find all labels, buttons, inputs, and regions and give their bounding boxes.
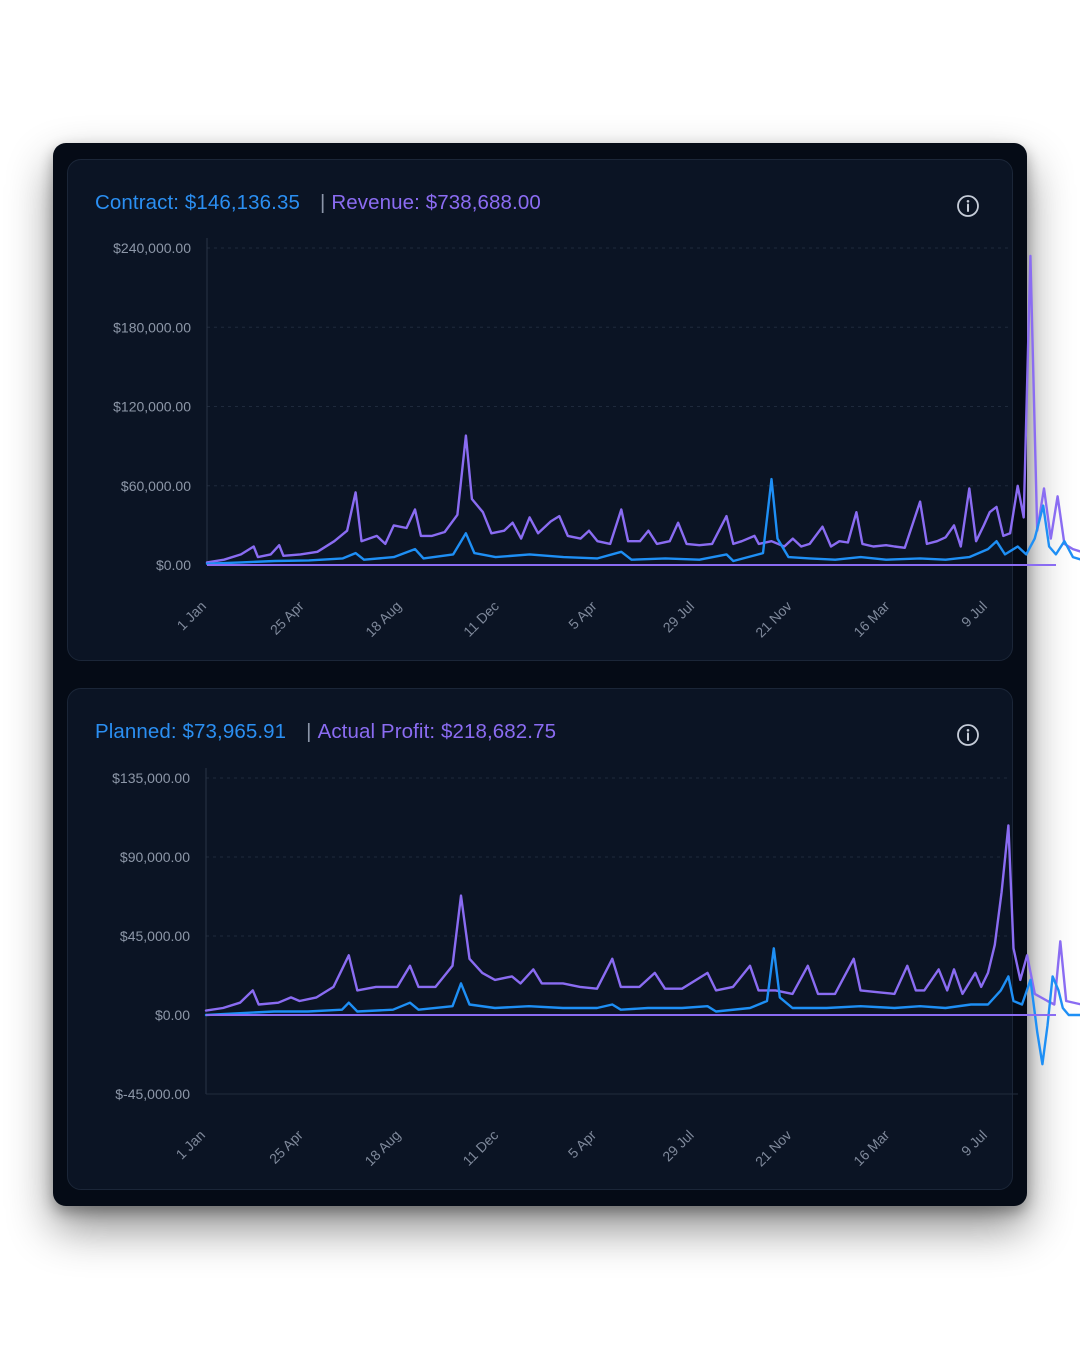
y-tick-label: $135,000.00 bbox=[112, 770, 190, 786]
x-tick-label: 5 Apr bbox=[565, 598, 600, 633]
x-tick-label: 29 Jul bbox=[660, 598, 698, 636]
y-tick-label: $90,000.00 bbox=[120, 849, 190, 865]
legend-revenue[interactable]: Revenue: $738,688.00 bbox=[331, 191, 541, 214]
device-frame: Contract: $146,136.35 | Revenue: $738,688.… bbox=[53, 143, 1080, 1206]
legend-actual-profit[interactable]: Actual Profit: $218,682.75 bbox=[317, 720, 557, 743]
x-tick-label: 9 Jul bbox=[958, 598, 990, 630]
legend-planned[interactable]: Planned: $73,965.91 bbox=[95, 720, 287, 743]
legend-separator: | bbox=[306, 720, 312, 743]
contract-revenue-chart-card: Contract: $146,136.35 | Revenue: $738,688.… bbox=[67, 159, 1080, 661]
x-tick-label: 16 Mar bbox=[850, 598, 892, 640]
x-tick-label: 18 Aug bbox=[362, 598, 404, 640]
x-tick-label: 11 Dec bbox=[460, 598, 502, 640]
chart-legend: Planned: $73,965.91 | Actual Profit: $218,… bbox=[95, 720, 556, 744]
info-circle-icon[interactable] bbox=[956, 194, 980, 218]
planned-profit-plot: $-45,000.00 $0.00 $45,000.00 $90,000.00 $135… bbox=[112, 768, 1080, 1170]
x-tick-label: 1 Jan bbox=[174, 598, 210, 634]
y-tick-label: $120,000.00 bbox=[113, 399, 191, 415]
series-line-a[interactable] bbox=[205, 477, 1080, 565]
chart-legend: Contract: $146,136.35 | Revenue: $738,688.… bbox=[95, 191, 541, 215]
series-line-a[interactable] bbox=[204, 947, 1080, 1066]
x-tick-label: 25 Apr bbox=[267, 598, 307, 638]
info-circle-icon[interactable] bbox=[956, 723, 980, 747]
x-tick-label: 21 Nov bbox=[752, 1127, 795, 1170]
x-tick-label: 16 Mar bbox=[850, 1127, 892, 1169]
x-tick-label: 18 Aug bbox=[361, 1127, 403, 1169]
y-tick-label: $-45,000.00 bbox=[115, 1086, 190, 1102]
x-tick-label: 21 Nov bbox=[752, 598, 795, 641]
contract-revenue-plot: $0.00 $60,000.00 $120,000.00 $180,000.00 $24… bbox=[113, 238, 1080, 641]
x-tick-label: 29 Jul bbox=[659, 1127, 697, 1165]
y-tick-label: $240,000.00 bbox=[113, 240, 191, 256]
x-tick-label: 25 Apr bbox=[266, 1127, 306, 1167]
y-tick-label: $45,000.00 bbox=[120, 928, 190, 944]
x-tick-label: 11 Dec bbox=[459, 1127, 501, 1169]
x-tick-label: 5 Apr bbox=[565, 1127, 600, 1162]
x-tick-label: 9 Jul bbox=[958, 1127, 990, 1159]
planned-profit-chart-card: Planned: $73,965.91 | Actual Profit: $218,… bbox=[67, 688, 1080, 1190]
legend-contract[interactable]: Contract: $146,136.35 bbox=[95, 191, 300, 214]
series-line-b[interactable] bbox=[204, 824, 1080, 1012]
legend-separator: | bbox=[319, 191, 326, 214]
y-tick-label: $0.00 bbox=[155, 1007, 190, 1023]
y-tick-label: $60,000.00 bbox=[121, 478, 191, 494]
y-tick-label: $180,000.00 bbox=[113, 319, 191, 335]
x-tick-label: 1 Jan bbox=[173, 1127, 209, 1163]
series-line-b[interactable] bbox=[205, 254, 1080, 564]
y-tick-label: $0.00 bbox=[156, 557, 191, 573]
